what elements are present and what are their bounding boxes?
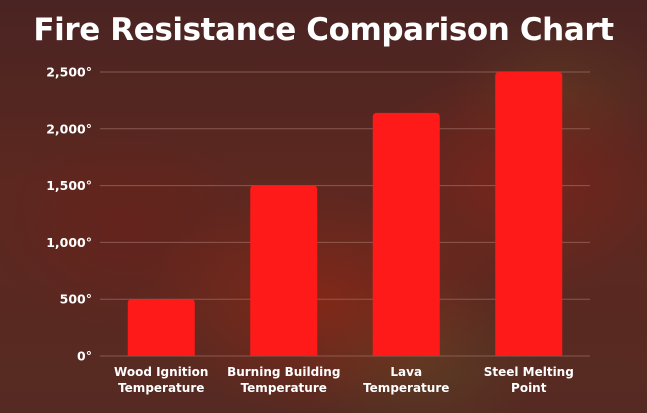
y-tick-label: 0° <box>77 349 92 364</box>
x-category-label: Steel Melting <box>484 365 574 379</box>
bars <box>127 72 563 357</box>
x-axis-categories: Wood Ignition Temperature Burning Building… <box>114 365 574 395</box>
x-category-label: Wood Ignition <box>114 365 208 379</box>
bar <box>372 112 440 357</box>
y-axis-ticks: 0° 500° 1,000° 1,500° 2,000° 2,500° <box>46 65 92 364</box>
x-category-label: Temperature <box>363 381 449 395</box>
chart-title: Fire Resistance Comparison Chart <box>33 12 614 48</box>
y-tick-label: 500° <box>60 292 92 307</box>
y-tick-label: 2,500° <box>46 65 92 80</box>
x-category-label: Temperature <box>118 381 204 395</box>
y-tick-label: 1,000° <box>46 235 92 250</box>
bar <box>250 185 318 356</box>
y-tick-label: 1,500° <box>46 178 92 193</box>
x-category-label: Burning Building <box>227 365 340 379</box>
x-category-label: Point <box>511 381 547 395</box>
bar <box>495 72 563 356</box>
x-category-label: Lava <box>390 365 422 379</box>
bar <box>127 299 195 356</box>
x-category-label: Temperature <box>241 381 327 395</box>
y-tick-label: 2,000° <box>46 121 92 136</box>
